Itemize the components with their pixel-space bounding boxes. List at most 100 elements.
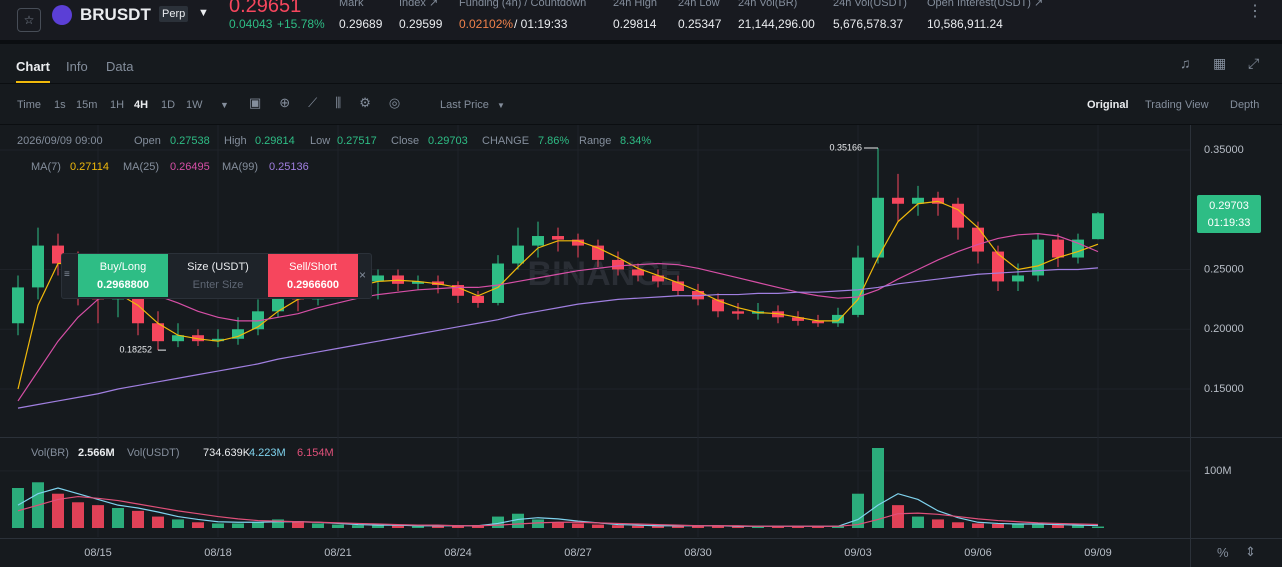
stat-label: 24h Vol(USDT) [833, 0, 907, 9]
vol-value: 2.566M [78, 447, 115, 459]
volume-bar [412, 525, 424, 528]
buy-button[interactable]: Buy/Long 0.2968800 [78, 254, 168, 297]
x-tick-label: 08/15 [84, 547, 112, 559]
view-option[interactable]: Original [1087, 99, 1129, 111]
percent-toggle[interactable]: % [1217, 545, 1229, 560]
size-placeholder: Enter Size [192, 279, 244, 291]
candle-body [172, 335, 184, 342]
interval[interactable]: 15m [76, 99, 98, 111]
favorite-button[interactable]: ☆ [17, 8, 41, 32]
volume-bar [472, 525, 484, 528]
sell-price: 0.2966600 [287, 279, 339, 291]
info-value: 0.29703 [428, 135, 468, 147]
stat-label: Mark [339, 0, 364, 9]
plot: 0.15000 0.20000 0.25000 0.35000 100M 08/15 08/… [12, 142, 1244, 559]
tab[interactable]: Data [106, 59, 134, 74]
volume-bar [852, 493, 864, 528]
candle-body [1012, 275, 1024, 282]
symbol: BRUSDT [80, 5, 151, 24]
grip: ≡ [64, 269, 70, 280]
fullscreen-icon[interactable]: ⤢ [1248, 55, 1260, 71]
volume-bar [532, 519, 544, 528]
stat-value: 5,676,578.37 [833, 17, 904, 31]
price-tag-value: 0.29703 [1209, 200, 1249, 212]
close-widget[interactable]: × [359, 268, 367, 282]
vol-ma-value: 6.154M [297, 447, 334, 459]
legend-name: MA(25) [123, 161, 160, 173]
interval[interactable]: 1s [54, 99, 66, 111]
interval[interactable]: 1D [161, 99, 176, 111]
volume-bar [932, 519, 944, 528]
volume-bar [1052, 524, 1064, 528]
legend-value: 0.27114 [70, 161, 109, 173]
tab[interactable]: Info [66, 59, 88, 74]
stat-extra: / 01:19:33 [514, 17, 568, 31]
legend-value: 0.25136 [269, 161, 309, 173]
buy-price: 0.2968800 [97, 279, 149, 291]
size-field[interactable]: Size (USDT) Enter Size [168, 254, 268, 297]
more-menu[interactable]: ⋮ [1247, 3, 1263, 20]
candle-body [512, 245, 524, 264]
layout-icon[interactable]: ▦ [1213, 55, 1227, 71]
candle-body [652, 275, 664, 282]
vol-label: Vol(USDT) [127, 447, 180, 459]
x-tick-label: 08/21 [324, 547, 352, 559]
size-label: Size (USDT) [187, 261, 249, 273]
candle-body [12, 287, 24, 324]
ma-line [17, 233, 1099, 402]
legend-value: 0.26495 [170, 161, 210, 173]
price-change-pct: +15.78% [277, 17, 325, 31]
interval-dropdown[interactable]: ▼ [220, 100, 229, 110]
volume-bar [172, 519, 184, 528]
info-label: Open [134, 135, 161, 147]
price-type[interactable]: Last Price [440, 99, 489, 111]
x-tick-label: 08/18 [204, 547, 232, 559]
candle-body [1092, 213, 1104, 240]
y-tick-label: 100M [1204, 465, 1232, 477]
candle-body [992, 251, 1004, 282]
candle-body [972, 227, 984, 252]
ma-line [17, 267, 1099, 409]
volume-bar [292, 521, 304, 528]
volume-bar [772, 526, 784, 528]
y-tick-label: 0.15000 [1204, 383, 1244, 395]
candle-body [892, 197, 904, 204]
interval[interactable]: 4H [134, 99, 149, 111]
alert-icon[interactable]: ♫ [1180, 55, 1191, 71]
tool-icons[interactable]: ▣⊕⟋⫼⚙◎ [249, 95, 419, 110]
view-option[interactable]: Trading View [1145, 99, 1209, 111]
volume-bar [552, 522, 564, 528]
vol-ma-value: 4.223M [249, 447, 286, 459]
vol-value: 734.639K [203, 447, 251, 459]
stat-value: 0.29814 [613, 17, 657, 31]
x-tick-label: 08/27 [564, 547, 592, 559]
symbol-dropdown[interactable]: ▼ [198, 7, 209, 19]
y-tick-label: 0.35000 [1204, 144, 1244, 156]
volume-bar [132, 510, 144, 528]
coin-logo [52, 5, 72, 25]
sell-button[interactable]: Sell/Short 0.2966600 [268, 254, 358, 297]
candle-body [672, 281, 684, 291]
price-tag-countdown: 01:19:33 [1207, 217, 1251, 229]
interval[interactable]: Time [17, 99, 42, 111]
volume-bar [912, 516, 924, 528]
interval[interactable]: 1W [186, 99, 203, 111]
candle-body [792, 317, 804, 321]
caret: ▼ [497, 101, 505, 110]
candle-body [1052, 239, 1064, 258]
tab[interactable]: Chart [16, 59, 50, 74]
volume-bar [672, 525, 684, 528]
info-value: 8.34% [620, 135, 652, 147]
high-label: 0.35166 [829, 142, 862, 152]
volume-bar [312, 523, 324, 528]
price-tag: 0.29703 01:19:33 [1197, 195, 1261, 233]
info-label: CHANGE [482, 135, 530, 147]
view-option[interactable]: Depth [1230, 99, 1260, 111]
candle-body [212, 338, 224, 342]
scale-toggle[interactable]: ⇕ [1245, 544, 1256, 559]
ma-line [17, 495, 1099, 527]
interval[interactable]: 1H [110, 99, 125, 111]
volume-bar [1092, 526, 1104, 528]
info-label: High [224, 135, 247, 147]
